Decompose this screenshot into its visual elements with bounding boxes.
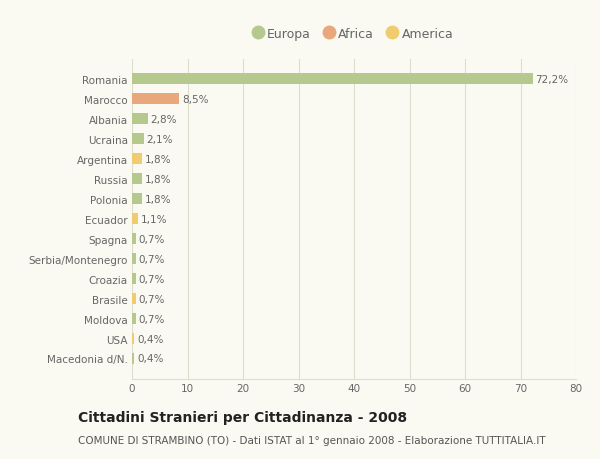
Text: COMUNE DI STRAMBINO (TO) - Dati ISTAT al 1° gennaio 2008 - Elaborazione TUTTITAL: COMUNE DI STRAMBINO (TO) - Dati ISTAT al… xyxy=(78,435,545,445)
Text: 0,7%: 0,7% xyxy=(139,294,165,304)
Text: 8,5%: 8,5% xyxy=(182,95,208,105)
Text: 2,1%: 2,1% xyxy=(146,134,173,145)
Text: 2,8%: 2,8% xyxy=(151,115,177,124)
Bar xyxy=(132,214,138,224)
Text: 0,7%: 0,7% xyxy=(139,274,165,284)
Text: 1,8%: 1,8% xyxy=(145,194,171,204)
Bar xyxy=(132,313,136,325)
Bar xyxy=(132,114,148,125)
Bar xyxy=(132,74,533,85)
Text: 0,4%: 0,4% xyxy=(137,334,163,344)
Text: Cittadini Stranieri per Cittadinanza - 2008: Cittadini Stranieri per Cittadinanza - 2… xyxy=(78,411,407,425)
Bar xyxy=(132,333,134,344)
Bar xyxy=(132,293,136,304)
Bar xyxy=(132,154,142,165)
Bar xyxy=(132,353,134,364)
Text: 0,4%: 0,4% xyxy=(137,354,163,364)
Bar xyxy=(132,253,136,264)
Text: 1,1%: 1,1% xyxy=(141,214,167,224)
Text: 0,7%: 0,7% xyxy=(139,254,165,264)
Bar xyxy=(132,174,142,185)
Text: 72,2%: 72,2% xyxy=(535,75,569,84)
Bar xyxy=(132,134,143,145)
Bar xyxy=(132,274,136,285)
Bar xyxy=(132,94,179,105)
Text: 1,8%: 1,8% xyxy=(145,174,171,185)
Text: 0,7%: 0,7% xyxy=(139,314,165,324)
Text: 0,7%: 0,7% xyxy=(139,234,165,244)
Bar xyxy=(132,194,142,205)
Legend: Europa, Africa, America: Europa, Africa, America xyxy=(254,28,454,40)
Text: 1,8%: 1,8% xyxy=(145,154,171,164)
Bar xyxy=(132,234,136,245)
